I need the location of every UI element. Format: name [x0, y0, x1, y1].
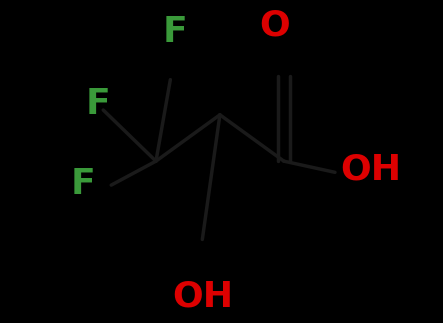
Text: F: F	[163, 15, 187, 49]
Text: F: F	[71, 167, 96, 201]
Text: O: O	[259, 9, 290, 43]
Text: F: F	[86, 87, 111, 120]
Text: OH: OH	[340, 152, 401, 186]
Text: OH: OH	[172, 279, 233, 313]
